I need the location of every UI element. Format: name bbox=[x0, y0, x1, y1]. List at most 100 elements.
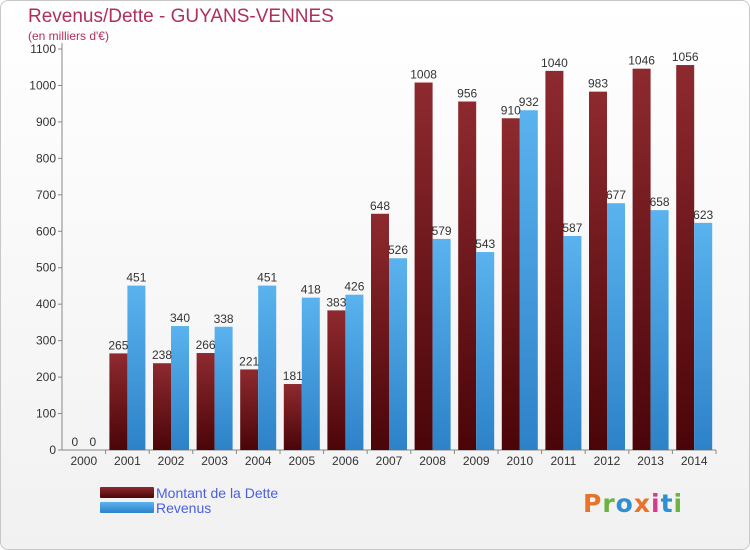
x-tick-label: 2007 bbox=[376, 454, 403, 468]
bar-revenus bbox=[476, 252, 495, 450]
legend-item-revenus: Revenus bbox=[100, 499, 278, 516]
y-tick-label: 200 bbox=[36, 370, 56, 384]
logo-letter: r bbox=[602, 489, 616, 518]
y-tick-label: 0 bbox=[49, 443, 56, 457]
legend-swatch-dette bbox=[100, 487, 154, 498]
bar-revenus bbox=[607, 203, 625, 450]
data-label-dette: 265 bbox=[108, 338, 128, 352]
bar-revenus bbox=[563, 236, 582, 450]
data-label-dette: 1056 bbox=[672, 50, 699, 64]
legend-label-dette: Montant de la Dette bbox=[156, 484, 279, 501]
logo-letter: i bbox=[673, 489, 684, 518]
bar-dette bbox=[632, 68, 651, 450]
bar-dette bbox=[589, 91, 607, 450]
x-tick-label: 2002 bbox=[158, 454, 185, 468]
bar-dette bbox=[196, 353, 215, 450]
logo-letter: P bbox=[583, 489, 603, 518]
data-label-revenus: 932 bbox=[519, 95, 539, 109]
chart-title: Revenus/Dette - GUYANS-VENNES bbox=[28, 6, 334, 27]
y-tick-label: 500 bbox=[36, 261, 56, 275]
y-tick-label: 300 bbox=[36, 334, 56, 348]
x-tick-label: 2010 bbox=[506, 454, 533, 468]
data-label-dette: 1046 bbox=[628, 54, 655, 68]
bar-dette bbox=[109, 353, 128, 450]
data-label-dette: 0 bbox=[71, 435, 78, 449]
y-tick-label: 100 bbox=[36, 407, 56, 421]
x-tick-label: 2008 bbox=[419, 454, 446, 468]
chart-subtitle: (en milliers d'€) bbox=[28, 29, 109, 43]
x-tick-label: 2001 bbox=[114, 454, 141, 468]
data-label-revenus: 579 bbox=[432, 224, 452, 238]
x-tick-label: 2004 bbox=[245, 454, 272, 468]
data-label-revenus: 340 bbox=[170, 311, 190, 325]
data-label-revenus: 426 bbox=[344, 280, 364, 294]
bar-revenus bbox=[345, 294, 364, 450]
data-label-dette: 1040 bbox=[541, 56, 568, 70]
y-tick-label: 700 bbox=[36, 188, 56, 202]
data-label-dette: 221 bbox=[239, 354, 259, 368]
data-label-revenus: 418 bbox=[301, 283, 321, 297]
bar-revenus bbox=[171, 326, 189, 450]
x-tick-label: 2005 bbox=[288, 454, 315, 468]
x-tick-label: 2006 bbox=[332, 454, 359, 468]
chart-legend: Montant de la Dette Revenus bbox=[100, 484, 279, 516]
bar-dette bbox=[371, 213, 389, 450]
proxiti-logo: Proxiti bbox=[583, 489, 683, 518]
bar-dette bbox=[153, 363, 171, 450]
logo-letter: x bbox=[633, 489, 651, 518]
data-label-revenus: 543 bbox=[475, 237, 495, 251]
logo-letter: i bbox=[651, 489, 661, 518]
legend-label-revenus: Revenus bbox=[156, 499, 212, 516]
y-tick-label: 800 bbox=[36, 151, 56, 165]
legend-item-dette: Montant de la Dette bbox=[100, 484, 279, 501]
data-label-revenus: 451 bbox=[126, 271, 146, 285]
y-tick-label: 400 bbox=[36, 297, 56, 311]
bar-revenus bbox=[258, 285, 277, 450]
data-label-dette: 910 bbox=[501, 103, 521, 117]
y-tick-label: 1000 bbox=[29, 78, 56, 92]
data-label-dette: 648 bbox=[370, 199, 390, 213]
x-tick-label: 2012 bbox=[594, 454, 621, 468]
x-tick-label: 2013 bbox=[637, 454, 664, 468]
bar-dette bbox=[414, 82, 433, 451]
bar-dette bbox=[501, 118, 520, 450]
data-label-dette: 983 bbox=[588, 77, 608, 91]
data-label-dette: 383 bbox=[326, 295, 346, 309]
bar-dette bbox=[327, 310, 346, 450]
y-tick-label: 900 bbox=[36, 115, 56, 129]
logo-letter: o bbox=[615, 489, 634, 518]
bar-revenus bbox=[694, 222, 713, 450]
y-tick-label: 1100 bbox=[30, 42, 56, 56]
data-label-revenus: 623 bbox=[693, 208, 713, 222]
x-tick-label: 2011 bbox=[550, 454, 576, 468]
data-label-dette: 181 bbox=[283, 369, 303, 383]
data-label-revenus: 658 bbox=[650, 195, 670, 209]
x-tick-label: 2014 bbox=[681, 454, 708, 468]
data-label-revenus: 338 bbox=[214, 312, 234, 326]
data-label-revenus: 587 bbox=[562, 221, 582, 235]
x-tick-label: 2000 bbox=[70, 454, 97, 468]
legend-swatch-revenus bbox=[100, 502, 154, 513]
x-tick-label: 2003 bbox=[201, 454, 228, 468]
data-label-dette: 266 bbox=[196, 338, 216, 352]
y-tick-label: 600 bbox=[36, 224, 56, 238]
data-label-revenus: 677 bbox=[606, 188, 626, 202]
data-label-revenus: 451 bbox=[257, 271, 277, 285]
bar-dette bbox=[458, 101, 477, 451]
bar-revenus bbox=[650, 210, 669, 450]
data-label-dette: 956 bbox=[457, 86, 477, 100]
bar-revenus bbox=[519, 110, 538, 450]
data-label-revenus: 0 bbox=[89, 435, 96, 449]
bar-dette bbox=[676, 65, 695, 450]
data-label-dette: 238 bbox=[152, 348, 172, 362]
data-label-revenus: 526 bbox=[388, 243, 408, 257]
data-label-dette: 1008 bbox=[410, 68, 437, 82]
bar-dette bbox=[240, 369, 259, 450]
bar-dette bbox=[545, 70, 564, 450]
bar-revenus bbox=[301, 297, 320, 450]
bar-revenus bbox=[389, 258, 407, 450]
bar-revenus bbox=[214, 326, 233, 450]
bar-revenus bbox=[432, 238, 451, 450]
bar-dette bbox=[283, 384, 302, 450]
